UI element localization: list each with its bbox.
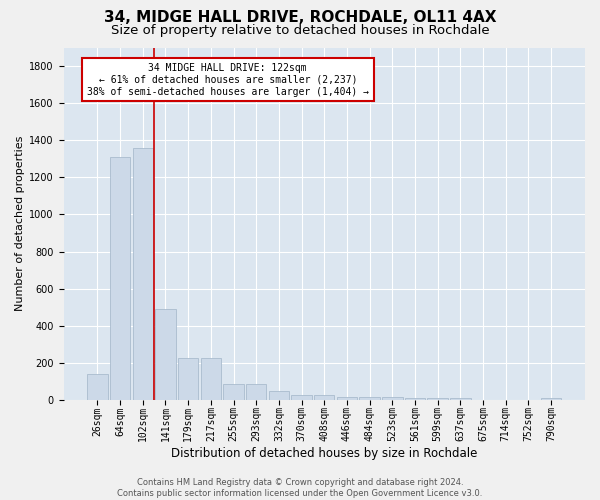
- Bar: [133, 148, 153, 400]
- Bar: [292, 396, 312, 400]
- Bar: [541, 398, 561, 400]
- Text: 34 MIDGE HALL DRIVE: 122sqm
← 61% of detached houses are smaller (2,237)
38% of : 34 MIDGE HALL DRIVE: 122sqm ← 61% of det…: [87, 64, 369, 96]
- Bar: [155, 309, 176, 400]
- Y-axis label: Number of detached properties: Number of detached properties: [15, 136, 25, 312]
- Bar: [110, 157, 130, 400]
- X-axis label: Distribution of detached houses by size in Rochdale: Distribution of detached houses by size …: [171, 447, 478, 460]
- Bar: [178, 358, 199, 400]
- Bar: [427, 398, 448, 400]
- Text: Size of property relative to detached houses in Rochdale: Size of property relative to detached ho…: [110, 24, 490, 37]
- Bar: [246, 384, 266, 400]
- Bar: [314, 396, 334, 400]
- Bar: [200, 358, 221, 400]
- Bar: [405, 398, 425, 400]
- Bar: [450, 398, 470, 400]
- Bar: [269, 390, 289, 400]
- Text: Contains HM Land Registry data © Crown copyright and database right 2024.
Contai: Contains HM Land Registry data © Crown c…: [118, 478, 482, 498]
- Text: 34, MIDGE HALL DRIVE, ROCHDALE, OL11 4AX: 34, MIDGE HALL DRIVE, ROCHDALE, OL11 4AX: [104, 10, 496, 25]
- Bar: [223, 384, 244, 400]
- Bar: [337, 397, 357, 400]
- Bar: [359, 397, 380, 400]
- Bar: [382, 397, 403, 400]
- Bar: [87, 374, 107, 400]
